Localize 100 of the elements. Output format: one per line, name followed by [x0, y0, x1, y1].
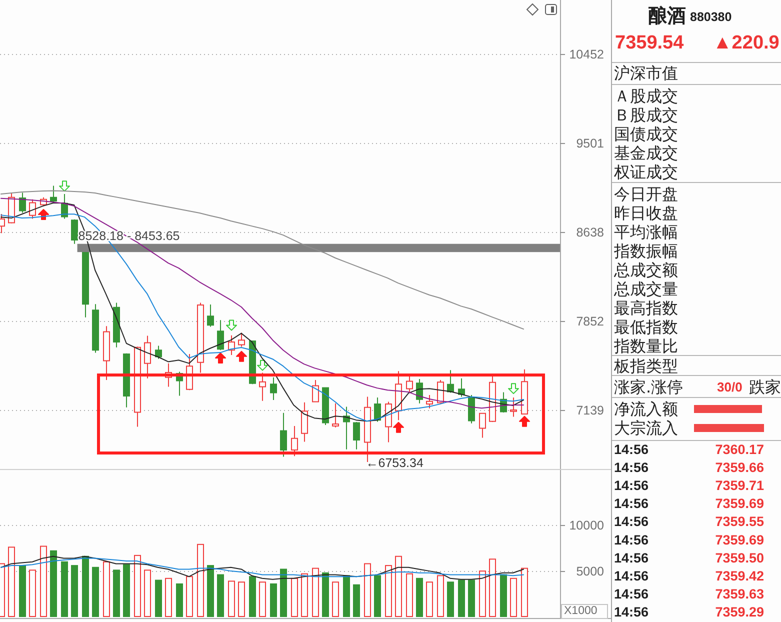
candlestick [197, 302, 204, 374]
bar [61, 561, 68, 617]
candlestick [134, 346, 141, 428]
y-axis-title: X1000 [564, 605, 598, 617]
point [519, 416, 530, 427]
candlestick [217, 320, 224, 351]
bar [510, 578, 517, 617]
bar [238, 582, 245, 617]
bar [113, 570, 120, 617]
bar [458, 580, 465, 617]
y-tick-label: 7139 [576, 404, 604, 418]
candlestick [92, 304, 99, 354]
candlestick [426, 394, 433, 409]
bar [385, 565, 392, 617]
point [59, 180, 70, 192]
candlestick [385, 401, 392, 443]
bar [92, 566, 99, 617]
bar [228, 580, 235, 617]
data-label: 7359.29 [715, 604, 764, 620]
candlestick [312, 380, 319, 403]
text: 指数量比 [613, 336, 678, 356]
bar [468, 580, 475, 617]
text: 指数振幅 [613, 242, 678, 260]
text: 总成交额 [613, 260, 678, 280]
point [38, 209, 49, 220]
category-label: 14:56 [614, 532, 650, 548]
category-label: 14:56 [614, 514, 650, 530]
candlestick [29, 198, 36, 220]
candlestick [82, 252, 89, 318]
text: 基金成交 [614, 144, 678, 162]
candlestick [103, 326, 110, 381]
bar [270, 583, 277, 617]
text: 大宗流入 [614, 418, 678, 438]
bar [123, 564, 130, 617]
data-label: 7359.63 [715, 586, 764, 602]
candlestick [155, 345, 162, 360]
category-label: 14:56 [614, 496, 650, 512]
candlestick [458, 378, 465, 398]
text: 7359.54 [615, 32, 684, 54]
bar [144, 570, 151, 617]
y-tick-label: 10000 [569, 518, 604, 532]
text: 沪深市值 [614, 64, 678, 82]
bar [322, 572, 329, 617]
candlestick [123, 352, 130, 408]
point [215, 352, 226, 364]
text: 平均涨幅 [614, 222, 678, 242]
bar [332, 582, 339, 617]
bar [280, 568, 287, 617]
candlestick [332, 402, 339, 428]
bar [500, 574, 507, 617]
bar [374, 575, 381, 617]
text: 最高指数 [614, 298, 678, 318]
point [508, 383, 519, 394]
data-label: 7359.69 [715, 496, 764, 512]
text: 最低指数 [614, 318, 678, 336]
y-tick-label: 8638 [576, 226, 604, 240]
bar [489, 558, 496, 617]
bar [29, 570, 36, 617]
bar [312, 568, 319, 617]
bar [165, 578, 172, 617]
candlestick [207, 304, 214, 328]
text: Ａ股成交 [614, 86, 678, 106]
category-label: 14:56 [614, 550, 650, 566]
candlestick [19, 192, 26, 214]
candlestick [228, 334, 235, 356]
bar [217, 574, 224, 617]
text: 30/0 [717, 380, 742, 394]
bar [50, 550, 57, 617]
bar [521, 568, 528, 617]
text: 总成交量 [613, 280, 678, 298]
bar [353, 584, 360, 617]
bar [8, 546, 15, 617]
text: 净流入额 [614, 400, 678, 418]
candlestick [113, 302, 120, 348]
text: 跌家 [749, 378, 781, 396]
text: 今日开盘 [614, 184, 678, 204]
candlestick [343, 406, 350, 450]
category-label: 14:56 [614, 460, 650, 476]
y-tick-label: 10452 [569, 48, 604, 62]
candlestick [71, 218, 78, 244]
bar [426, 582, 433, 617]
point [393, 422, 404, 433]
y-tick-label: 7852 [576, 314, 604, 328]
bar [406, 573, 413, 617]
text: 权证成交 [613, 162, 678, 182]
text: 国债成交 [614, 124, 678, 144]
candlestick [406, 374, 413, 394]
candlestick [270, 376, 277, 401]
data-label: 7359.69 [715, 532, 764, 548]
text: 涨家.涨停 [614, 378, 684, 396]
bar [197, 544, 204, 617]
candlestick [374, 396, 381, 422]
bar [40, 546, 47, 617]
bar [437, 575, 444, 617]
bar [291, 578, 298, 617]
text: 酿酒 [648, 5, 686, 27]
point [226, 320, 237, 331]
data-label: 7359.50 [715, 550, 764, 566]
bar [479, 570, 486, 617]
bar [134, 554, 141, 617]
